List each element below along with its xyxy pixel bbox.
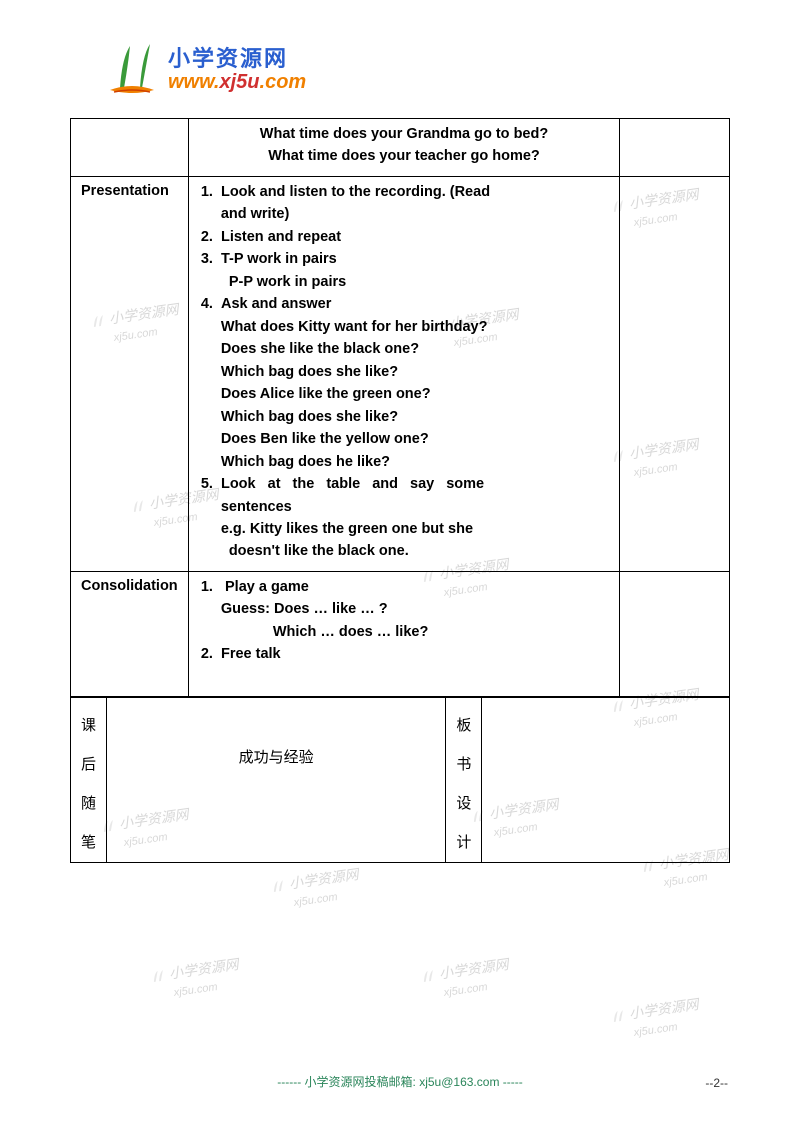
intro-cell: What time does your Grandma go to bed? W… bbox=[189, 119, 619, 176]
experience-cell: 成功与经验 bbox=[106, 698, 445, 863]
consolidation-cell: 1. Play a game Guess: Does … like … ? Wh… bbox=[189, 572, 619, 696]
intro-line: What time does your teacher go home? bbox=[197, 145, 611, 167]
watermark: 小学资源网xj5u.com bbox=[268, 864, 362, 912]
watermark: 小学资源网xj5u.com bbox=[608, 994, 702, 1042]
table-row: Presentation 1. Look and listen to the r… bbox=[71, 176, 730, 571]
site-logo: 小学资源网 www.xj5u.com bbox=[100, 40, 730, 100]
watermark: 小学资源网xj5u.com bbox=[148, 954, 242, 1002]
vertical-label-left: 课 后 随 笔 bbox=[71, 698, 107, 863]
stage-label: Presentation bbox=[71, 177, 188, 205]
table-row: What time does your Grandma go to bed? W… bbox=[71, 119, 730, 177]
board-design-cell bbox=[482, 698, 730, 863]
lesson-table: What time does your Grandma go to bed? W… bbox=[70, 118, 730, 697]
notes-table: 课 后 随 笔 成功与经验 板 书 设 计 bbox=[70, 697, 730, 863]
logo-url: www.xj5u.com bbox=[168, 71, 306, 94]
stage-label: Consolidation bbox=[71, 572, 188, 600]
leaf-logo-icon bbox=[100, 40, 164, 100]
intro-line: What time does your Grandma go to bed? bbox=[197, 123, 611, 145]
page-footer: ------ 小学资源网投稿邮箱: xj5u@163.com ----- bbox=[0, 1073, 800, 1090]
table-row: Consolidation 1. Play a game Guess: Does… bbox=[71, 571, 730, 696]
logo-title: 小学资源网 bbox=[168, 46, 306, 71]
vertical-label-right: 板 书 设 计 bbox=[446, 698, 482, 863]
presentation-cell: 1. Look and listen to the recording. (Re… bbox=[189, 177, 619, 571]
page-number: --2-- bbox=[705, 1076, 728, 1090]
watermark: 小学资源网xj5u.com bbox=[418, 954, 512, 1002]
page-content: 小学资源网 www.xj5u.com What time does your G… bbox=[0, 0, 800, 863]
table-row: 课 后 随 笔 成功与经验 板 书 设 计 bbox=[71, 698, 730, 863]
